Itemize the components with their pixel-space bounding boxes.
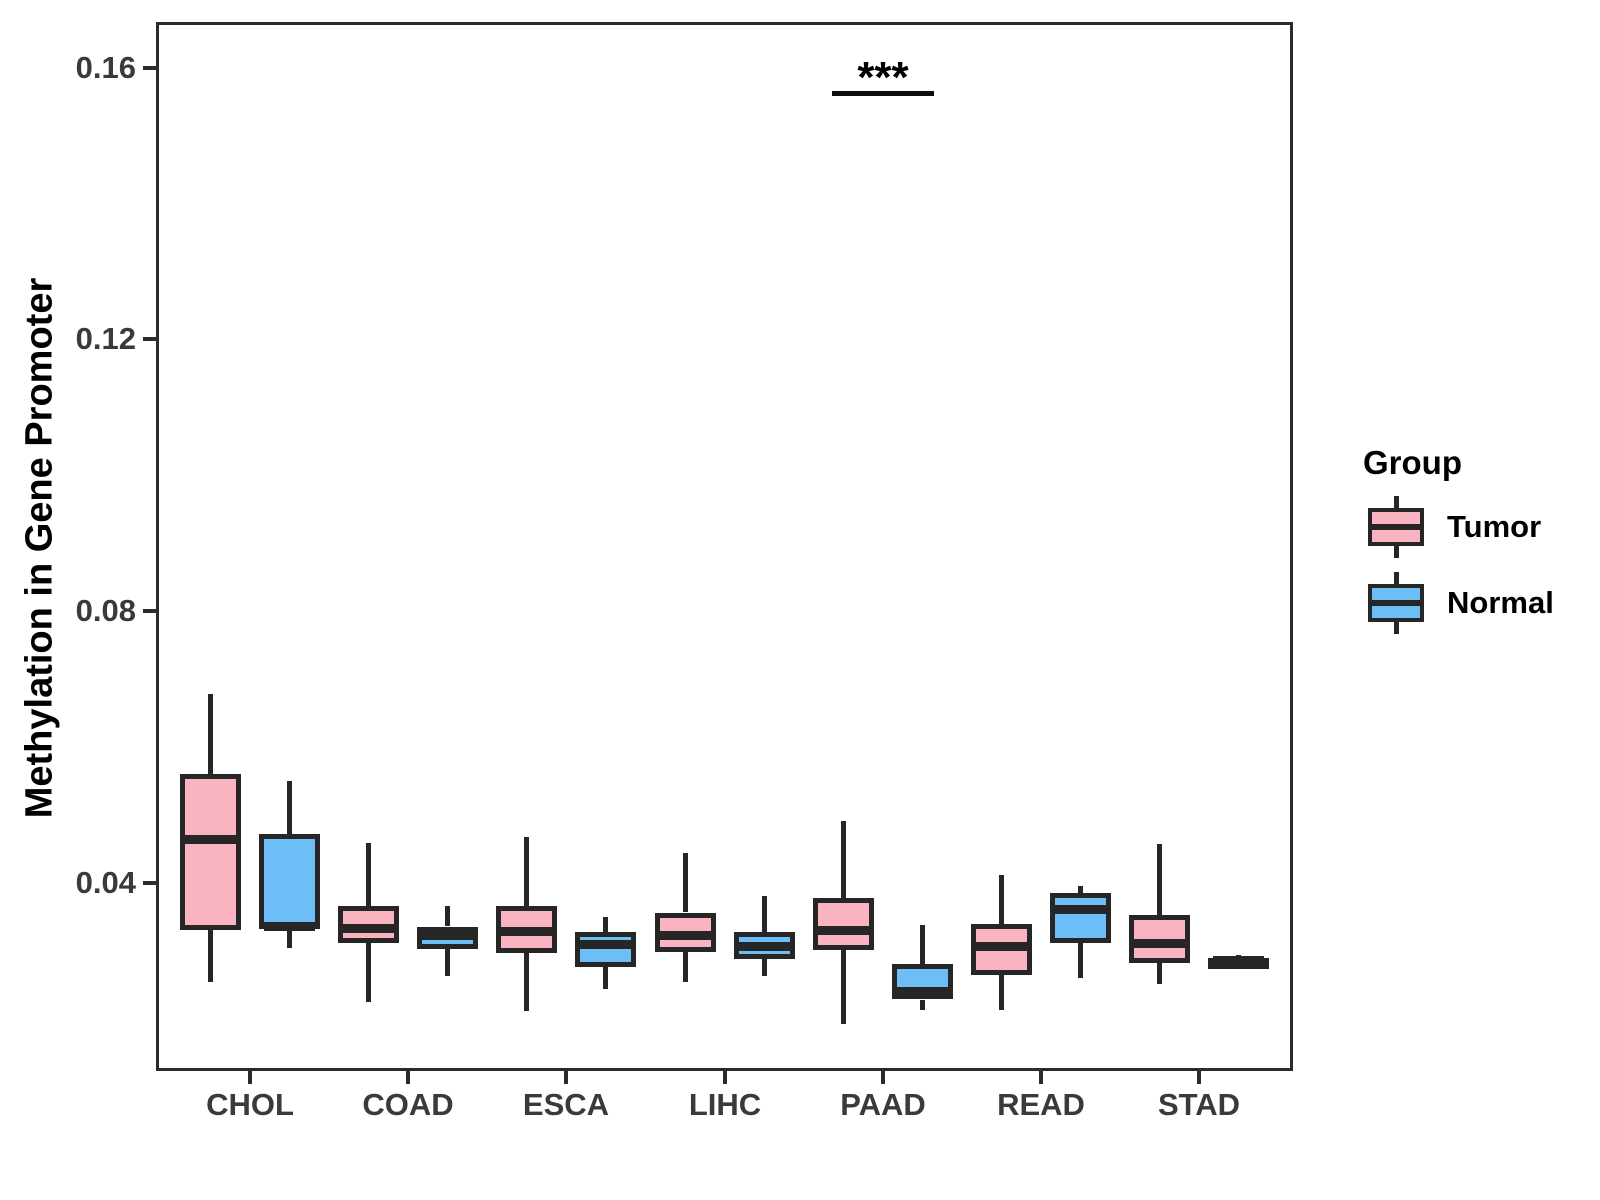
box-upper-whisker bbox=[603, 917, 608, 932]
legend-title: Group bbox=[1363, 444, 1462, 481]
box-upper-whisker bbox=[762, 896, 767, 932]
box-upper-whisker bbox=[366, 843, 371, 906]
legend-key-median bbox=[1372, 524, 1420, 530]
x-axis-category-label: READ bbox=[997, 1087, 1085, 1122]
legend: Group Tumor Normal bbox=[1340, 444, 1554, 634]
box-lower-whisker bbox=[920, 1000, 925, 1010]
legend-key-normal-boxplot-icon bbox=[1367, 572, 1425, 634]
box-lower-whisker bbox=[524, 953, 529, 1011]
x-axis-category-label: STAD bbox=[1157, 1087, 1241, 1122]
y-axis-title: Methylation in Gene Promoter bbox=[18, 277, 61, 819]
y-axis-tick-label: 0.08 bbox=[75, 593, 136, 628]
box-median-line bbox=[976, 942, 1027, 951]
legend-key-tumor-boxplot-icon bbox=[1367, 496, 1425, 558]
boxplot-box-normal-read bbox=[1050, 893, 1111, 943]
box-upper-whisker bbox=[287, 781, 292, 834]
x-axis-tick-mark bbox=[881, 1071, 885, 1084]
plot-panel bbox=[156, 22, 1293, 1071]
significance-bar bbox=[832, 91, 934, 96]
y-axis-tick-mark bbox=[143, 609, 156, 613]
box-lower-whisker bbox=[999, 975, 1004, 1010]
y-axis-tick-mark bbox=[143, 337, 156, 341]
box-upper-whisker bbox=[208, 694, 213, 774]
x-axis-category-label: COAD bbox=[362, 1087, 454, 1122]
box-lower-whisker bbox=[445, 949, 450, 976]
box-upper-whisker bbox=[999, 875, 1004, 924]
box-median-line bbox=[185, 835, 236, 844]
box-median-line bbox=[818, 926, 869, 935]
box-lower-whisker bbox=[603, 967, 608, 989]
box-upper-whisker bbox=[683, 853, 688, 912]
box-lower-whisker bbox=[841, 950, 846, 1024]
legend-key-median bbox=[1372, 600, 1420, 606]
box-lower-whisker bbox=[366, 943, 371, 1002]
x-axis-category-label: PAAD bbox=[840, 1087, 926, 1122]
box-upper-whisker bbox=[841, 821, 846, 899]
boxplot-box-tumor-chol bbox=[180, 774, 241, 930]
x-axis-category-label: ESCA bbox=[522, 1087, 610, 1122]
box-lower-whisker bbox=[208, 930, 213, 982]
box-median-line bbox=[1134, 939, 1185, 948]
legend-label-normal: Normal bbox=[1447, 585, 1554, 620]
box-median-line bbox=[1213, 956, 1264, 965]
x-axis-tick-mark bbox=[406, 1071, 410, 1084]
legend-item-normal: Normal bbox=[1367, 572, 1554, 634]
box-upper-whisker bbox=[524, 837, 529, 906]
box-lower-whisker bbox=[683, 951, 688, 982]
box-upper-whisker bbox=[920, 925, 925, 964]
boxplot-box-normal-esca bbox=[575, 932, 636, 967]
x-axis-tick-mark bbox=[1039, 1071, 1043, 1084]
legend-label-tumor: Tumor bbox=[1447, 509, 1542, 544]
x-axis-category-label: LIHC bbox=[688, 1087, 762, 1122]
box-upper-whisker bbox=[1078, 886, 1083, 893]
legend-item-tumor: Tumor bbox=[1367, 496, 1554, 558]
x-axis-tick-mark bbox=[248, 1071, 252, 1084]
y-axis-tick-mark bbox=[143, 66, 156, 70]
y-axis-tick-label: 0.04 bbox=[75, 865, 136, 900]
significance-stars: *** bbox=[857, 53, 909, 102]
x-axis-tick-mark bbox=[564, 1071, 568, 1084]
y-axis-tick-mark bbox=[143, 881, 156, 885]
x-axis-tick-mark bbox=[723, 1071, 727, 1084]
box-median-line bbox=[660, 931, 711, 940]
box-median-line bbox=[1055, 905, 1106, 914]
box-lower-whisker bbox=[287, 929, 292, 948]
box-lower-whisker bbox=[762, 958, 767, 976]
x-axis-tick-mark bbox=[1197, 1071, 1201, 1084]
box-median-line bbox=[897, 987, 948, 996]
boxplot-box-tumor-paad bbox=[813, 898, 874, 950]
box-upper-whisker bbox=[1157, 844, 1162, 915]
box-median-line bbox=[422, 931, 473, 940]
box-upper-whisker bbox=[445, 906, 450, 926]
legend-key-whisker bbox=[1394, 620, 1399, 634]
box-median-line bbox=[580, 940, 631, 949]
box-median-line bbox=[264, 922, 315, 931]
box-lower-whisker bbox=[1078, 943, 1083, 978]
box-median-line bbox=[343, 924, 394, 933]
y-axis-tick-label: 0.16 bbox=[75, 50, 136, 85]
box-lower-whisker bbox=[1157, 962, 1162, 984]
box-median-line bbox=[739, 942, 790, 951]
legend-key-whisker bbox=[1394, 544, 1399, 558]
legend-key-whisker bbox=[1394, 572, 1399, 586]
legend-key-whisker bbox=[1394, 496, 1399, 510]
box-median-line bbox=[501, 927, 552, 936]
boxplot-box-normal-chol bbox=[259, 834, 320, 929]
x-axis-category-label: CHOL bbox=[206, 1087, 294, 1122]
y-axis-tick-label: 0.12 bbox=[75, 321, 136, 356]
